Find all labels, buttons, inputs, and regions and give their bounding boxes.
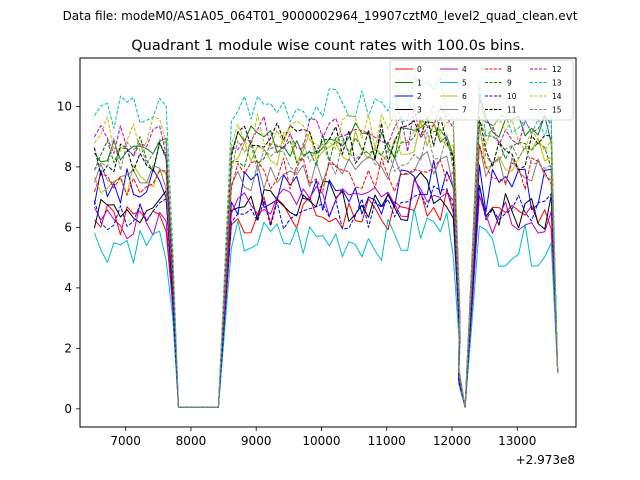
series-line-13: [93, 75, 559, 408]
figure-suptitle: Data file: modeM0/AS1A05_064T01_90000029…: [63, 9, 578, 23]
legend-label-7: 7: [462, 106, 467, 115]
y-tick-label: 10: [57, 99, 72, 113]
x-tick-label: 13000: [498, 434, 536, 448]
legend-label-2: 2: [417, 92, 422, 101]
series-line-10: [93, 184, 559, 408]
legend-label-9: 9: [507, 79, 512, 88]
x-tick-label: 12000: [433, 434, 471, 448]
x-tick-label: 8000: [176, 434, 207, 448]
y-tick-label: 8: [64, 160, 72, 174]
legend-label-6: 6: [462, 92, 467, 101]
series-line-7: [93, 144, 559, 408]
y-tick-label: 0: [64, 402, 72, 416]
legend-label-4: 4: [462, 65, 467, 74]
legend-frame: [389, 59, 574, 121]
series-line-14: [94, 103, 559, 408]
legend-label-13: 13: [552, 79, 562, 88]
legend-label-14: 14: [552, 92, 562, 101]
series-line-5: [93, 207, 559, 408]
y-axis: 0 2 4 6 8 10: [57, 99, 80, 416]
plot-lines: [93, 75, 559, 408]
y-tick-label: 6: [64, 220, 72, 234]
legend-label-0: 0: [417, 65, 422, 74]
series-line-8: [93, 144, 559, 408]
legend-label-5: 5: [462, 79, 467, 88]
x-tick-label: 10000: [302, 434, 340, 448]
chart-title: Quadrant 1 module wise count rates with …: [131, 38, 525, 54]
x-offset-text: +2.973e8: [516, 453, 575, 467]
x-tick-label: 7000: [110, 434, 141, 448]
legend-label-10: 10: [507, 92, 517, 101]
legend-label-3: 3: [417, 106, 422, 115]
axes-frame: [79, 57, 577, 428]
x-tick-label: 11000: [368, 434, 406, 448]
legend-label-8: 8: [507, 65, 512, 74]
legend-label-11: 11: [507, 106, 517, 115]
legend-label-15: 15: [552, 106, 562, 115]
x-axis: 7000 8000 9000 10000 11000 12000 13000: [110, 427, 536, 448]
legend-label-1: 1: [417, 79, 422, 88]
x-tick-label: 9000: [241, 434, 272, 448]
legend-label-12: 12: [552, 65, 562, 74]
series-line-15: [94, 127, 559, 408]
y-tick-label: 2: [64, 341, 72, 355]
y-tick-label: 4: [64, 281, 72, 295]
